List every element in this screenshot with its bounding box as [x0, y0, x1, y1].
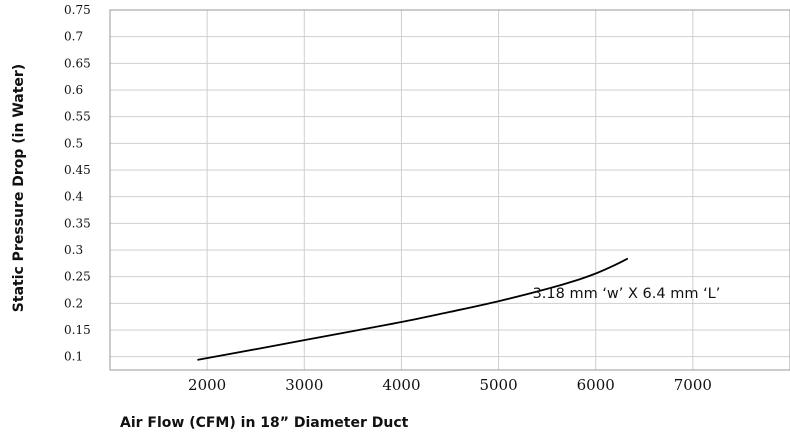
y-tick-label: 0.55 [64, 110, 91, 124]
y-axis-ticks: 0.1 0.15 0.2 0.25 0.3 0.35 0.4 0.45 0.5 0.55 0.6 0.… [64, 3, 91, 364]
x-axis-title: Air Flow (CFM) in 18” Diameter Duct [120, 415, 409, 431]
series-annotation: 3.18 mm ‘w’ X 6.4 mm ‘L’ [533, 286, 721, 302]
plot-area-border [109, 9, 790, 371]
y-tick-label: 0.15 [64, 323, 91, 337]
y-tick-label: 0.3 [64, 243, 83, 257]
y-tick-label: 0.2 [64, 296, 83, 310]
y-tick-label: 0.1 [64, 350, 83, 364]
y-tick-label: 0.4 [64, 190, 83, 204]
series-line [197, 257, 629, 361]
series-group [197, 257, 629, 361]
y-tick-label: 0.25 [64, 270, 91, 284]
y-tick-label: 0.35 [64, 216, 91, 230]
grid-lines [110, 9, 790, 370]
x-tick-label: 7000 [674, 376, 712, 394]
x-axis-ticks: 2000 3000 4000 5000 6000 7000 [188, 376, 712, 394]
y-tick-label: 0.45 [64, 163, 91, 177]
y-tick-label: 0.65 [64, 56, 91, 70]
x-tick-label: 2000 [188, 376, 226, 394]
y-tick-label: 0.75 [64, 3, 91, 17]
x-tick-label: 5000 [479, 376, 517, 394]
x-tick-label: 4000 [382, 376, 420, 394]
x-tick-label: 6000 [577, 376, 615, 394]
y-tick-label: 0.7 [64, 30, 83, 44]
y-tick-label: 0.5 [64, 136, 83, 150]
x-tick-label: 3000 [285, 376, 323, 394]
y-tick-label: 0.6 [64, 83, 83, 97]
y-axis-title: Static Pressure Drop (in Water) [11, 64, 27, 312]
